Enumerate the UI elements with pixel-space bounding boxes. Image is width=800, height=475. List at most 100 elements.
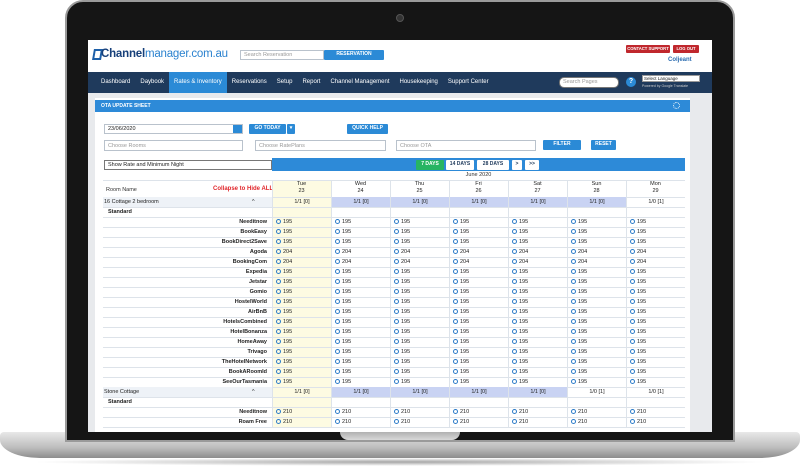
info-icon[interactable] xyxy=(571,268,576,274)
rate-cell[interactable]: 195 xyxy=(453,277,469,287)
reservation-button[interactable]: RESERVATION xyxy=(324,50,384,60)
info-icon[interactable] xyxy=(571,238,576,244)
rate-cell[interactable]: 195 xyxy=(512,307,528,317)
rate-cell[interactable]: 195 xyxy=(335,327,351,337)
rate-cell[interactable]: 195 xyxy=(394,377,410,387)
rate-cell[interactable]: 195 xyxy=(630,327,646,337)
rate-cell[interactable]: 195 xyxy=(630,307,646,317)
rate-cell[interactable]: 195 xyxy=(571,347,587,357)
info-icon[interactable] xyxy=(335,418,340,424)
availability-cell[interactable]: 1/1 [0] xyxy=(391,197,449,207)
rate-cell[interactable]: 195 xyxy=(335,267,351,277)
rate-cell[interactable]: 195 xyxy=(394,307,410,317)
rate-cell[interactable]: 210 xyxy=(453,417,469,427)
info-icon[interactable] xyxy=(453,348,458,354)
rate-cell[interactable]: 195 xyxy=(335,347,351,357)
info-icon[interactable] xyxy=(512,378,517,384)
nav-item[interactable]: Support Center xyxy=(447,79,489,85)
rate-cell[interactable]: 195 xyxy=(512,337,528,347)
availability-cell[interactable]: 1/1 [0] xyxy=(294,199,310,205)
rate-cell[interactable]: 195 xyxy=(512,317,528,327)
rate-cell[interactable]: 195 xyxy=(394,277,410,287)
availability-cell[interactable]: 1/0 [1] xyxy=(589,389,605,395)
rate-cell[interactable]: 204 xyxy=(512,257,528,267)
info-icon[interactable] xyxy=(571,418,576,424)
settings-icon[interactable] xyxy=(673,102,680,109)
info-icon[interactable] xyxy=(512,358,517,364)
rate-cell[interactable]: 195 xyxy=(394,267,410,277)
rate-cell[interactable]: 195 xyxy=(394,347,410,357)
jump-button[interactable]: >> xyxy=(525,160,539,170)
rate-cell[interactable]: 210 xyxy=(512,417,528,427)
rate-cell[interactable]: 195 xyxy=(453,347,469,357)
rate-cell[interactable]: 195 xyxy=(453,267,469,277)
info-icon[interactable] xyxy=(276,328,281,334)
rate-cell[interactable]: 195 xyxy=(453,337,469,347)
info-icon[interactable] xyxy=(571,258,576,264)
rate-cell[interactable]: 195 xyxy=(512,347,528,357)
page-search[interactable]: Search Pages xyxy=(559,77,619,88)
rate-cell[interactable]: 195 xyxy=(394,287,410,297)
go-today-dropdown[interactable]: ▾ xyxy=(287,124,295,134)
info-icon[interactable] xyxy=(335,408,340,414)
info-icon[interactable] xyxy=(335,218,340,224)
rate-cell[interactable]: 195 xyxy=(276,357,292,367)
info-icon[interactable] xyxy=(630,298,635,304)
availability-cell[interactable]: 1/1 [0] xyxy=(450,197,508,207)
user-name[interactable]: Coljeant xyxy=(668,57,692,63)
rate-cell[interactable]: 204 xyxy=(512,247,528,257)
info-icon[interactable] xyxy=(276,288,281,294)
range-button[interactable]: 28 DAYS xyxy=(477,160,509,170)
rate-cell[interactable]: 210 xyxy=(276,417,292,427)
info-icon[interactable] xyxy=(394,298,399,304)
rate-cell[interactable]: 195 xyxy=(571,337,587,347)
rate-cell[interactable]: 195 xyxy=(571,377,587,387)
info-icon[interactable] xyxy=(571,228,576,234)
info-icon[interactable] xyxy=(335,278,340,284)
info-icon[interactable] xyxy=(276,358,281,364)
rate-cell[interactable]: 210 xyxy=(335,417,351,427)
rate-cell[interactable]: 195 xyxy=(571,327,587,337)
info-icon[interactable] xyxy=(394,308,399,314)
nav-item[interactable]: Report xyxy=(302,79,321,85)
range-button[interactable]: 14 DAYS xyxy=(446,160,474,170)
rate-cell[interactable]: 195 xyxy=(335,377,351,387)
info-icon[interactable] xyxy=(571,368,576,374)
rate-cell[interactable]: 195 xyxy=(453,297,469,307)
info-icon[interactable] xyxy=(453,328,458,334)
rate-cell[interactable]: 195 xyxy=(571,277,587,287)
info-icon[interactable] xyxy=(571,378,576,384)
info-icon[interactable] xyxy=(571,348,576,354)
rate-cell[interactable]: 210 xyxy=(571,417,587,427)
info-icon[interactable] xyxy=(335,298,340,304)
info-icon[interactable] xyxy=(335,358,340,364)
rate-cell[interactable]: 195 xyxy=(453,367,469,377)
rate-cell[interactable]: 195 xyxy=(512,367,528,377)
rate-cell[interactable]: 204 xyxy=(335,257,351,267)
info-icon[interactable] xyxy=(571,278,576,284)
info-icon[interactable] xyxy=(512,238,517,244)
info-icon[interactable] xyxy=(276,228,281,234)
rate-cell[interactable]: 195 xyxy=(630,237,646,247)
rate-cell[interactable]: 195 xyxy=(571,367,587,377)
rate-cell[interactable]: 210 xyxy=(453,407,469,417)
info-icon[interactable] xyxy=(335,378,340,384)
rate-cell[interactable]: 195 xyxy=(630,297,646,307)
info-icon[interactable] xyxy=(630,228,635,234)
rate-cell[interactable]: 195 xyxy=(512,297,528,307)
availability-cell[interactable]: 1/0 [1] xyxy=(648,389,664,395)
info-icon[interactable] xyxy=(394,358,399,364)
rate-cell[interactable]: 195 xyxy=(335,317,351,327)
info-icon[interactable] xyxy=(630,258,635,264)
info-icon[interactable] xyxy=(630,238,635,244)
info-icon[interactable] xyxy=(512,278,517,284)
search-input[interactable]: Search Reservation xyxy=(240,50,324,60)
rate-cell[interactable]: 195 xyxy=(630,287,646,297)
rate-cell[interactable]: 195 xyxy=(571,217,587,227)
info-icon[interactable] xyxy=(630,348,635,354)
info-icon[interactable] xyxy=(394,278,399,284)
rate-cell[interactable]: 195 xyxy=(512,267,528,277)
info-icon[interactable] xyxy=(276,218,281,224)
rate-cell[interactable]: 195 xyxy=(394,227,410,237)
rate-cell[interactable]: 195 xyxy=(453,357,469,367)
